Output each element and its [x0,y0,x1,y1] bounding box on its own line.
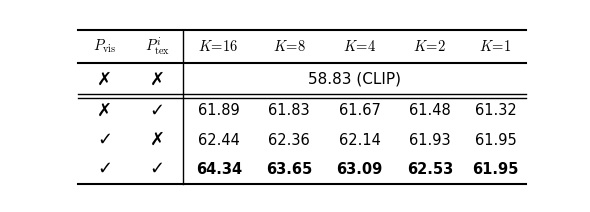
Text: ✗: ✗ [97,102,112,120]
Text: 62.44: 62.44 [198,132,240,148]
Text: ✗: ✗ [150,70,165,88]
Text: 61.93: 61.93 [409,132,451,148]
Text: $K\!=\!8$: $K\!=\!8$ [273,39,306,54]
Text: $K\!=\!16$: $K\!=\!16$ [198,39,239,54]
Text: $P_{\rm vis}$: $P_{\rm vis}$ [93,38,116,55]
Text: 61.32: 61.32 [475,103,517,118]
Text: 64.34: 64.34 [196,162,242,177]
Text: 61.95: 61.95 [473,162,519,177]
Text: 62.36: 62.36 [268,132,310,148]
Text: $P^{i}_{\rm tex}$: $P^{i}_{\rm tex}$ [145,36,170,57]
Text: ✓: ✓ [150,102,165,120]
Text: 58.83 (CLIP): 58.83 (CLIP) [309,72,401,87]
Text: 63.65: 63.65 [266,162,312,177]
Text: $K\!=\!1$: $K\!=\!1$ [480,39,512,54]
Text: ✗: ✗ [150,131,165,149]
Text: 61.95: 61.95 [475,132,517,148]
Text: 61.83: 61.83 [268,103,310,118]
Text: ✓: ✓ [97,131,112,149]
Text: 62.53: 62.53 [407,162,453,177]
Text: $K\!=\!2$: $K\!=\!2$ [414,39,447,54]
Text: 61.67: 61.67 [339,103,381,118]
Text: 61.89: 61.89 [198,103,240,118]
Text: 62.14: 62.14 [339,132,381,148]
Text: ✓: ✓ [97,160,112,178]
Text: $K\!=\!4$: $K\!=\!4$ [343,39,376,54]
Text: 61.48: 61.48 [409,103,451,118]
Text: ✓: ✓ [150,160,165,178]
Text: ✗: ✗ [97,70,112,88]
Text: 63.09: 63.09 [336,162,383,177]
